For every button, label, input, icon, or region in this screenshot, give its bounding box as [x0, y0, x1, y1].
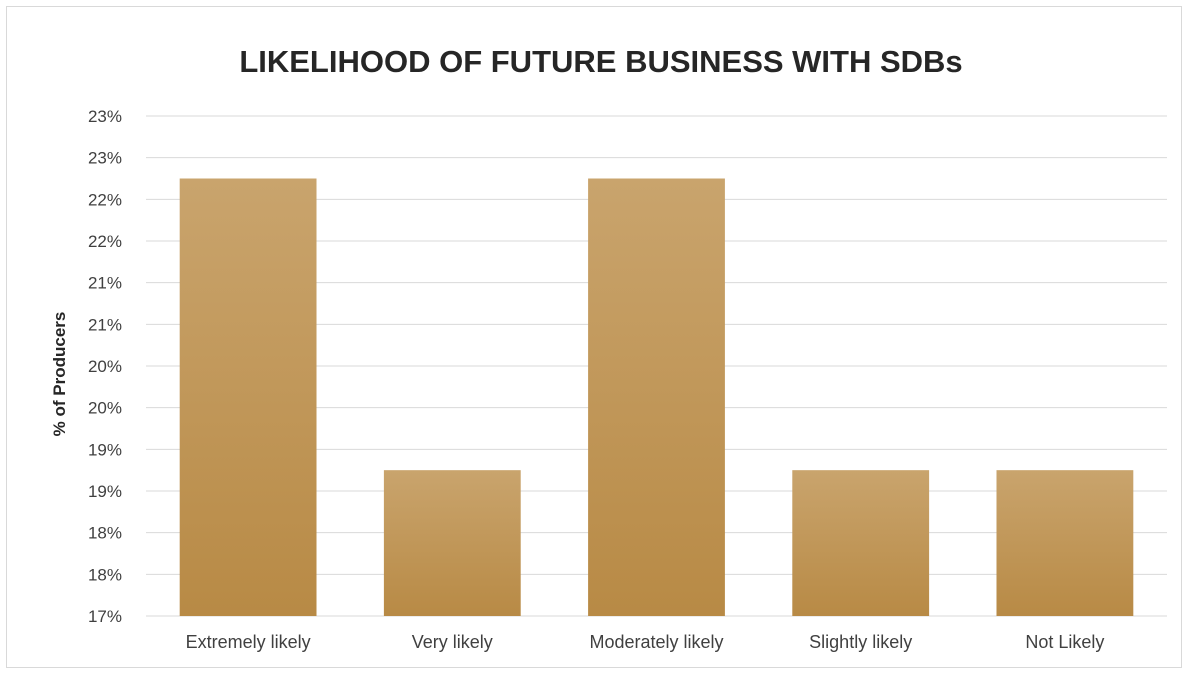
y-tick-label: 23% — [88, 149, 122, 168]
category-labels: Extremely likely Very likely Moderately li… — [186, 632, 1105, 652]
x-tick-label: Slightly likely — [809, 632, 912, 652]
y-tick-label: 19% — [88, 482, 122, 501]
y-tick-label: 17% — [88, 607, 122, 626]
y-tick-label: 20% — [88, 357, 122, 376]
bar — [792, 470, 930, 616]
bar — [588, 178, 725, 616]
y-tick-label: 23% — [88, 107, 122, 126]
y-tick-label: 21% — [88, 274, 122, 293]
y-tick-label: 21% — [88, 315, 122, 334]
x-tick-label: Extremely likely — [186, 632, 311, 652]
x-tick-label: Moderately likely — [589, 632, 723, 652]
y-tick-label: 18% — [88, 565, 122, 584]
bar — [179, 178, 317, 616]
bars — [179, 178, 1134, 616]
x-tick-label: Very likely — [412, 632, 493, 652]
chart-frame: LIKELIHOOD OF FUTURE BUSINESS WITH SDBs … — [6, 6, 1182, 668]
bar-chart: LIKELIHOOD OF FUTURE BUSINESS WITH SDBs … — [50, 44, 1167, 652]
y-tick-label: 22% — [88, 232, 122, 251]
bar — [383, 470, 521, 616]
bar — [996, 470, 1134, 616]
y-axis-label: % of Producers — [50, 312, 69, 437]
y-tick-label: 18% — [88, 524, 122, 543]
x-tick-label: Not Likely — [1025, 632, 1104, 652]
y-tick-labels: 17% 18% 18% 19% 19% 20% 20% 21% 21% 22% 22% 23% 23% — [88, 107, 122, 626]
y-tick-label: 22% — [88, 190, 122, 209]
y-tick-label: 19% — [88, 440, 122, 459]
y-tick-label: 20% — [88, 399, 122, 418]
chart-title: LIKELIHOOD OF FUTURE BUSINESS WITH SDBs — [239, 44, 962, 79]
